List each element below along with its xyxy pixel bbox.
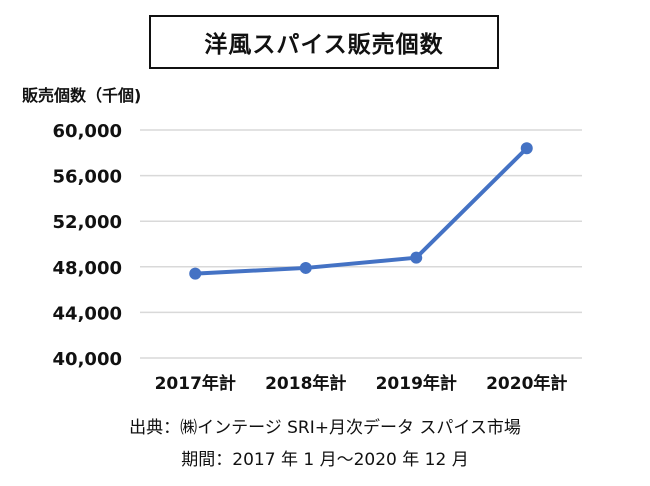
x-tick-label: 2017年計 [155, 373, 236, 394]
y-tick-labels: 40,000 44,000 48,000 52,000 56,000 60,000 [53, 121, 122, 370]
chart-title: 洋風スパイス販売個数 [149, 15, 499, 69]
source-credit: 出典：㈱インテージ SRI+月次データ スパイス市場 [129, 418, 521, 438]
y-tick-label: 52,000 [53, 212, 122, 233]
y-tick-label: 44,000 [53, 303, 122, 324]
data-point [189, 267, 202, 280]
y-axis-label: 販売個数（千個) [22, 86, 141, 105]
x-tick-label: 2019年計 [376, 373, 457, 394]
y-tick-label: 48,000 [53, 258, 122, 279]
data-point [520, 142, 533, 155]
series-line [195, 146, 529, 276]
y-tick-label: 40,000 [53, 349, 122, 370]
y-tick-label: 56,000 [53, 167, 122, 188]
data-point [410, 251, 423, 264]
series-group [189, 142, 533, 280]
x-tick-labels: 2017年計 2018年計 2019年計 2020年計 [155, 373, 568, 394]
y-tick-label: 60,000 [53, 121, 122, 142]
gridlines [140, 129, 582, 359]
x-tick-label: 2020年計 [486, 373, 567, 394]
data-point [299, 261, 312, 274]
x-tick-label: 2018年計 [265, 373, 346, 394]
period-note: 期間：2017 年 1 月～2020 年 12 月 [181, 450, 469, 470]
